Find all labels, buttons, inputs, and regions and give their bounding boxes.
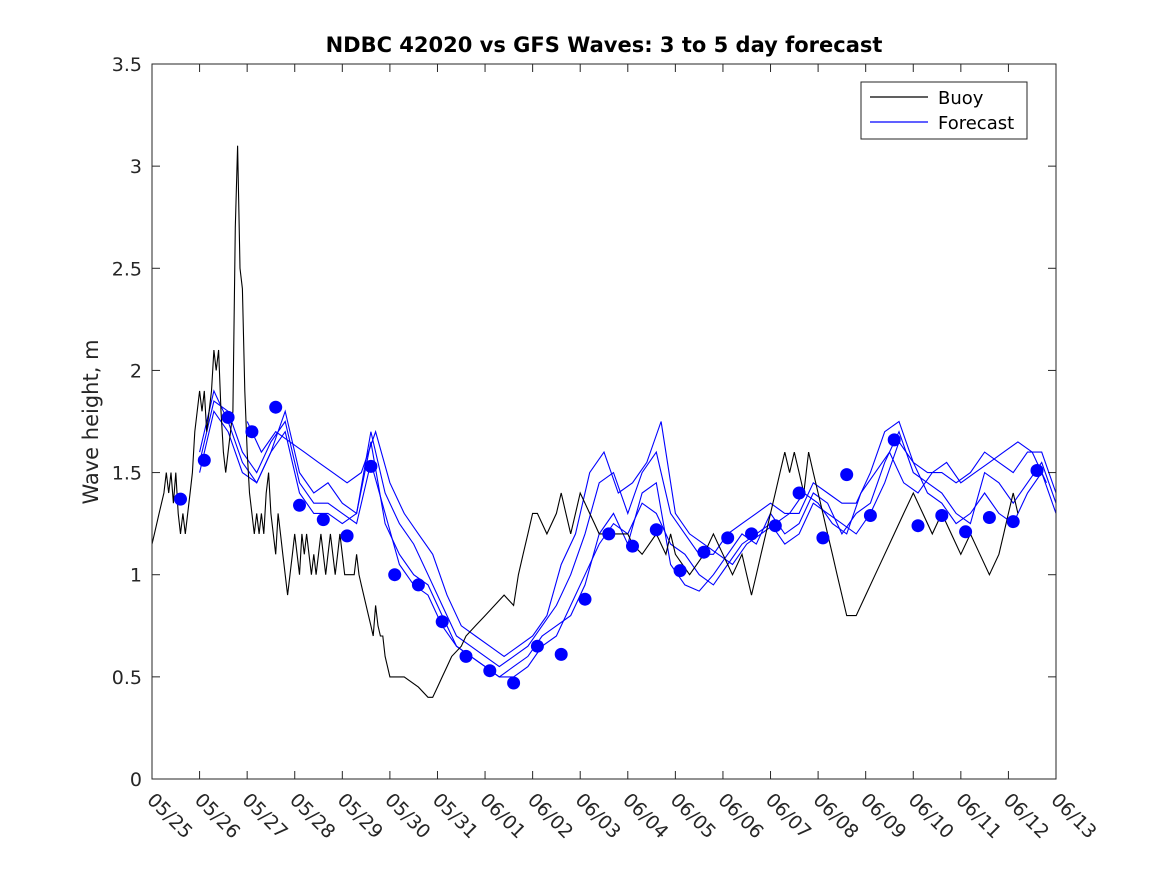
forecast-marker <box>768 519 782 533</box>
forecast-marker <box>459 649 473 663</box>
forecast-marker <box>245 425 259 439</box>
x-tick-label: 05/28 <box>285 789 339 843</box>
x-tick-label: 06/05 <box>666 789 720 843</box>
forecast-marker <box>221 410 235 424</box>
y-tick-label: 3 <box>130 156 142 178</box>
forecast-marker <box>578 592 592 606</box>
y-tick-label: 0.5 <box>112 667 142 689</box>
legend-label-forecast: Forecast <box>938 113 1014 134</box>
forecast-marker <box>721 531 735 545</box>
forecast-marker <box>388 568 402 582</box>
legend: Buoy Forecast <box>860 81 1028 140</box>
forecast-marker <box>530 639 544 653</box>
y-tick-label: 1.5 <box>112 463 142 485</box>
forecast-marker <box>483 664 497 678</box>
forecast-marker <box>649 523 663 537</box>
y-tick-label: 3.5 <box>112 54 142 76</box>
x-tick-label: 06/09 <box>856 789 910 843</box>
x-tick-label: 05/27 <box>238 789 292 843</box>
forecast-marker <box>340 529 354 543</box>
forecast-marker <box>602 527 616 541</box>
legend-box <box>860 81 1028 140</box>
forecast-marker <box>792 486 806 500</box>
forecast-marker <box>745 527 758 541</box>
forecast-marker <box>673 564 687 578</box>
forecast-marker <box>269 400 283 414</box>
chart-title: NDBC 42020 vs GFS Waves: 3 to 5 day fore… <box>326 33 883 57</box>
forecast-line-4 <box>246 421 1047 658</box>
y-axis-label: Wave height, m <box>79 339 103 504</box>
x-tick-label: 06/02 <box>523 789 577 843</box>
x-tick-label: 06/08 <box>809 789 863 843</box>
x-tick-label: 06/01 <box>476 789 530 843</box>
forecast-marker <box>863 509 877 522</box>
forecast-line-3 <box>199 409 1056 668</box>
forecast-marker <box>816 531 830 545</box>
forecast-marker <box>316 513 330 527</box>
forecast-marker <box>507 676 521 690</box>
forecast-marker <box>411 578 425 592</box>
forecast-marker <box>626 539 639 553</box>
forecast-marker <box>197 453 211 467</box>
forecast-marker <box>174 492 187 506</box>
y-tick-label: 2 <box>130 360 142 382</box>
forecast-marker <box>840 468 854 482</box>
x-tick-label: 06/06 <box>713 789 767 843</box>
legend-label-buoy: Buoy <box>938 88 984 109</box>
x-tick-label: 05/31 <box>428 789 482 843</box>
x-tick-label: 05/29 <box>333 789 387 843</box>
forecast-marker <box>1030 464 1044 477</box>
forecast-marker <box>959 525 973 539</box>
forecast-marker <box>697 545 711 559</box>
x-tick-label: 05/25 <box>142 789 196 843</box>
x-tick-label: 05/26 <box>190 789 244 843</box>
axes <box>151 63 1057 780</box>
y-tick-label: 1 <box>130 565 142 587</box>
forecast-marker <box>435 615 449 629</box>
forecast-line-1 <box>199 400 1056 678</box>
forecast-marker <box>293 498 306 512</box>
x-tick-label: 06/10 <box>904 789 958 843</box>
forecast-marker <box>935 509 949 522</box>
x-tick-label: 05/30 <box>380 789 434 843</box>
x-tick-label: 06/03 <box>571 789 625 843</box>
forecast-marker <box>364 459 378 473</box>
axes-box <box>151 63 1057 780</box>
forecast-marker <box>982 511 996 524</box>
x-tick-label: 06/04 <box>618 789 672 843</box>
forecast-marker <box>887 433 901 447</box>
x-tick-label: 06/12 <box>999 789 1053 843</box>
x-tick-label: 06/11 <box>951 789 1005 843</box>
y-tick-label: 2.5 <box>112 258 142 280</box>
x-tick-label: 06/13 <box>1046 789 1100 843</box>
forecast-marker <box>554 647 568 661</box>
forecast-marker <box>911 519 925 533</box>
plot-area <box>152 145 1056 698</box>
x-tick-label: 06/07 <box>761 789 815 843</box>
y-tick-label: 0 <box>130 769 142 791</box>
plot-series <box>152 145 1056 698</box>
forecast-marker <box>1006 515 1020 529</box>
